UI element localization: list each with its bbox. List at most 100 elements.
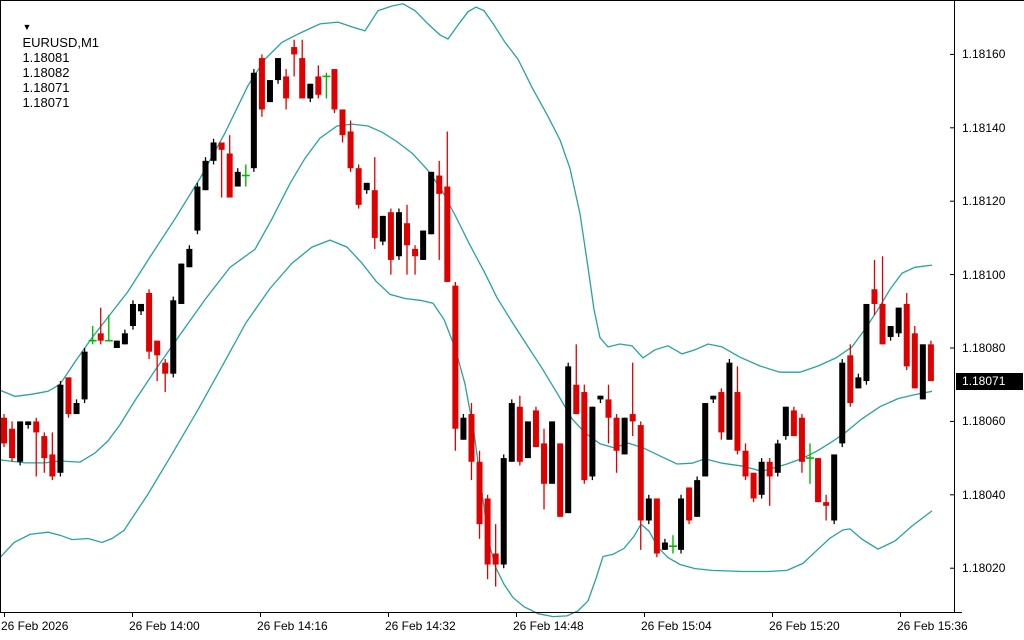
bear-candle [871,289,878,304]
bear-candle [815,458,822,503]
bear-candle [299,58,306,99]
bull-candle [621,417,628,455]
bear-candle [573,384,580,415]
bull-candle [275,58,282,81]
bear-candle [258,58,265,110]
bull-candle [855,377,862,389]
price-axis-label: 1.18120 [962,194,1006,209]
bear-candle [65,377,72,415]
bear-candle [355,168,362,205]
bull-candle [694,480,701,517]
bear-candle [33,421,40,433]
bull-candle [420,230,427,260]
bull-candle [379,215,386,242]
bear-candle [1,417,7,444]
bull-candle [549,421,556,484]
time-axis-label: 26 Feb 2026 [1,619,69,633]
bollinger-band-lower [0,239,933,618]
bear-candle [879,303,886,345]
bull-candle [895,307,902,334]
bull-candle [774,443,781,473]
ohlc-close: 1.18071 [22,95,70,110]
bear-candle [823,502,830,506]
bull-candle [565,366,572,514]
bear-candle [637,425,644,521]
bear-candle [516,406,523,462]
time-axis-label: 26 Feb 14:32 [385,619,456,633]
bull-candle [863,303,870,382]
time-axis-label: 26 Feb 15:04 [641,619,712,633]
bull-candle [307,83,314,99]
bear-candle [484,498,491,565]
ohlc-open: 1.18081 [22,50,70,65]
bull-candle [919,344,926,400]
bull-candle [831,454,838,521]
bear-candle [283,76,290,99]
bear-candle [581,392,588,481]
bull-candle [266,80,273,103]
bear-candle [653,498,660,554]
bollinger-band-upper [0,3,933,398]
bear-candle [315,76,322,95]
bear-candle [41,436,48,459]
bull-candle [17,421,24,462]
time-axis-label: 26 Feb 14:16 [257,619,328,633]
bear-candle [613,417,620,451]
price-axis-label: 1.18160 [962,47,1006,62]
bull-candle [113,340,120,348]
bear-candle [412,248,419,257]
bear-candle [387,212,394,260]
bull-candle [678,498,685,550]
bull-candle [121,333,128,345]
bull-candle [758,461,765,495]
bear-candle [629,414,636,422]
bear-candle [218,142,225,150]
bear-candle [347,131,354,169]
bear-candle [927,344,934,382]
price-axis-label: 1.18040 [962,487,1006,502]
bear-candle [154,340,161,356]
bull-candle [395,212,402,257]
bear-candle [686,487,693,521]
bear-candle [339,109,346,136]
bull-candle [597,395,604,400]
price-axis-label: 1.18100 [962,267,1006,282]
bear-candle [404,223,410,246]
bull-candle [129,303,136,326]
bull-candle [500,458,507,565]
bear-candle [444,186,451,282]
bull-candle [202,160,209,191]
bull-candle [702,403,709,477]
ohlc-low: 1.18071 [22,80,70,95]
bear-candle [734,392,741,451]
bear-candle [798,417,805,462]
bear-candle [532,410,539,448]
price-axis-label: 1.18060 [962,414,1006,429]
bear-candle [331,69,338,110]
bull-candle [589,406,596,477]
bear-candle [291,47,298,55]
bear-candle [226,153,233,198]
bear-candle [903,303,910,367]
bear-candle [371,190,378,238]
time-axis-label: 26 Feb 15:36 [897,619,968,633]
chevron-down-icon: ▼ [22,22,32,32]
bear-candle [49,454,56,477]
bear-candle [162,362,169,374]
bull-candle [363,182,370,191]
bull-candle [210,142,217,161]
bear-candle [146,292,153,352]
candlestick-series [1,39,934,587]
bull-candle [710,395,717,400]
bull-candle [25,421,32,426]
bull-candle [194,186,201,231]
bear-candle [476,461,483,525]
bear-candle [436,175,443,194]
bull-candle [645,498,652,521]
bear-candle [97,333,104,341]
ohlc-high: 1.18082 [22,65,70,80]
bull-candle [661,542,668,550]
price-axis-label: 1.18140 [962,120,1006,135]
